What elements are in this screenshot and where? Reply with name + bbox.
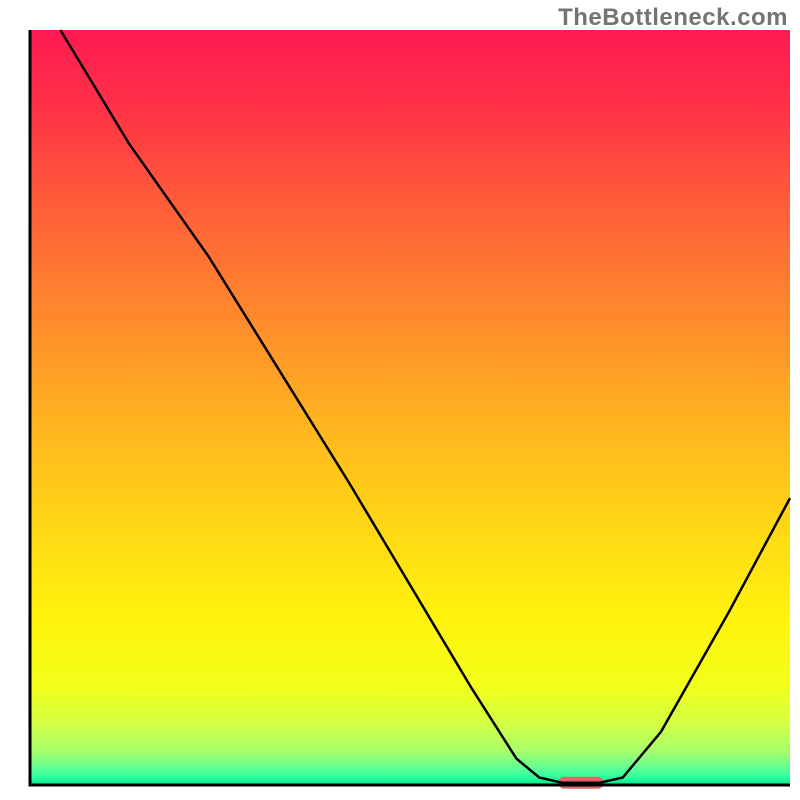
chart-container: TheBottleneck.com: [0, 0, 800, 800]
plot-background: [30, 30, 790, 785]
watermark-text: TheBottleneck.com: [558, 4, 788, 32]
bottleneck-curve-chart: [0, 0, 800, 800]
